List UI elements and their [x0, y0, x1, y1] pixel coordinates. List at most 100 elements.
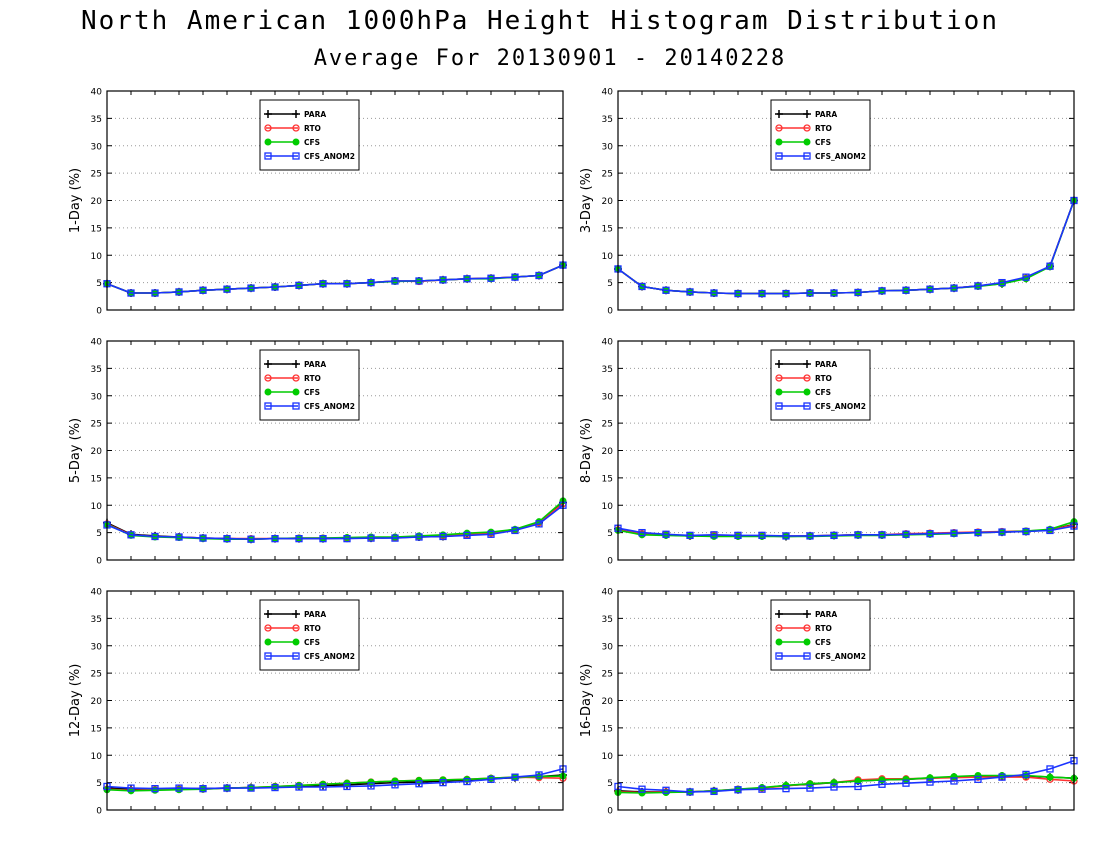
y-tick-label: 25 [91, 170, 102, 180]
legend-marker [803, 374, 811, 382]
legend-marker [775, 388, 783, 396]
legend-marker [264, 610, 272, 618]
legend: PARA RTO CFS CFS_ANOM2 [770, 599, 871, 671]
y-tick-label: 10 [91, 752, 103, 762]
series-line [617, 759, 1075, 793]
legend-marker [775, 110, 783, 118]
series-line [617, 200, 1075, 295]
data-point [638, 282, 646, 291]
legend-marker [292, 152, 300, 160]
y-tick-label: 5 [96, 279, 102, 289]
data-point [974, 775, 982, 783]
data-point [1046, 526, 1054, 535]
data-point [830, 531, 838, 540]
legend-marker [803, 624, 811, 632]
legend-marker [264, 388, 272, 396]
data-point [950, 284, 958, 292]
data-point [367, 778, 375, 786]
legend-marker [264, 152, 272, 160]
legend: PARA RTO CFS CFS_ANOM2 [770, 99, 871, 171]
legend-marker [803, 152, 811, 160]
data-point [343, 534, 351, 543]
data-point [367, 534, 375, 542]
y-tick-label: 25 [602, 420, 613, 430]
data-point [367, 278, 375, 287]
data-point [878, 287, 886, 295]
y-tick-label: 35 [602, 365, 613, 375]
legend-label: CFS_ANOM2 [815, 152, 866, 161]
data-point [950, 529, 958, 537]
series-cfs [103, 772, 567, 795]
legend-label: CFS [304, 638, 320, 647]
data-point [415, 277, 423, 285]
y-tick-label: 0 [96, 807, 102, 817]
plot-frame [617, 90, 1075, 311]
data-point [247, 535, 255, 543]
data-point [199, 784, 207, 793]
legend-marker [803, 110, 811, 118]
data-point [487, 530, 495, 538]
legend-marker [292, 610, 300, 618]
legend-label: CFS [304, 138, 320, 147]
legend-label: PARA [815, 360, 837, 369]
data-point [806, 289, 814, 297]
legend-box [770, 599, 871, 671]
legend-label: CFS_ANOM2 [815, 652, 866, 661]
legend-marker [292, 110, 300, 118]
legend-marker [775, 360, 783, 368]
y-tick-label: 15 [91, 224, 102, 234]
legend-marker [803, 402, 811, 410]
legend-box [259, 99, 360, 171]
legend-marker [292, 624, 300, 632]
data-point [926, 778, 934, 786]
data-point [854, 531, 862, 539]
data-point [782, 289, 790, 298]
data-point [758, 785, 766, 793]
plot-frame [106, 590, 564, 811]
legend-label: PARA [304, 360, 326, 369]
data-point [710, 531, 718, 539]
data-point [854, 288, 862, 297]
y-tick-label: 0 [96, 557, 102, 567]
data-point [511, 773, 519, 781]
data-point [878, 531, 886, 539]
series-line [106, 264, 564, 294]
data-point [439, 276, 447, 284]
legend-marker [264, 652, 272, 660]
data-point [926, 774, 934, 782]
plot-frame [106, 90, 564, 311]
y-tick-label: 30 [602, 392, 614, 402]
legend-marker [775, 652, 783, 660]
data-point [151, 784, 159, 793]
data-point [902, 286, 910, 294]
data-point [295, 281, 303, 290]
legend-label: PARA [304, 110, 326, 119]
data-point [806, 780, 814, 788]
data-point [782, 532, 790, 540]
legend-marker [803, 610, 811, 618]
y-tick-label: 10 [602, 502, 614, 512]
y-tick-label: 0 [607, 557, 613, 567]
data-point [806, 532, 814, 540]
y-tick-label: 40 [602, 338, 614, 348]
data-point [758, 289, 766, 298]
data-point [463, 275, 471, 283]
data-point [686, 288, 694, 296]
y-tick-label: 20 [91, 447, 103, 457]
data-point [1022, 770, 1030, 779]
y-tick-label: 20 [91, 697, 103, 707]
data-point [902, 779, 910, 787]
legend-marker [803, 124, 811, 132]
chart-panel-2: 0 5 10 15 20 25 30 35 40 3-Day (%) PARA RTO CFS CFS_A… [579, 88, 1078, 317]
data-point [295, 534, 303, 543]
data-point [535, 271, 543, 280]
data-point [319, 534, 327, 543]
legend-marker [775, 374, 783, 382]
y-tick-label: 15 [91, 474, 102, 484]
data-point [662, 530, 670, 538]
series-cfs_anom2 [614, 196, 1078, 298]
legend: PARA RTO CFS CFS_ANOM2 [259, 599, 360, 671]
legend-marker [775, 624, 783, 632]
y-tick-label: 5 [607, 779, 613, 789]
y-tick-label: 35 [91, 615, 102, 625]
